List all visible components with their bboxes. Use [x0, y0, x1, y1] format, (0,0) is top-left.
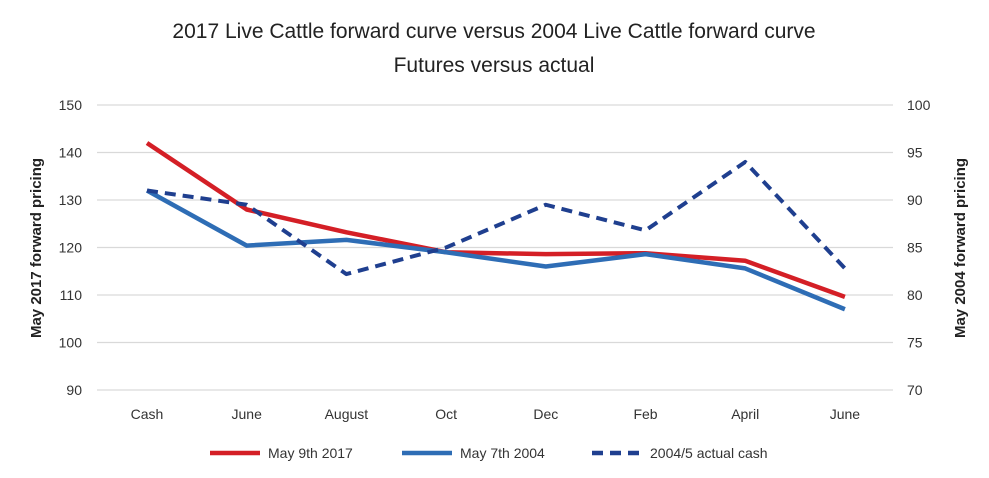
x-tick-label: April: [731, 406, 759, 422]
gridlines: [97, 104, 893, 391]
left-tick-label: 150: [59, 97, 83, 113]
right-tick-label: 85: [907, 240, 923, 256]
chart-title: 2017 Live Cattle forward curve versus 20…: [172, 20, 815, 43]
x-axis-ticks: Cash June August Oct Dec Feb April June: [131, 406, 861, 422]
x-tick-label: Feb: [633, 406, 657, 422]
right-axis-ticks: 70 75 80 85 90 95 100: [907, 97, 931, 398]
left-tick-label: 130: [59, 192, 83, 208]
x-tick-label: August: [325, 406, 369, 422]
x-tick-label: Cash: [131, 406, 164, 422]
left-tick-label: 90: [66, 382, 82, 398]
left-axis-label: May 2017 forward pricing: [28, 158, 45, 338]
series-lines: [145, 141, 847, 312]
legend-label: 2004/5 actual cash: [650, 445, 768, 461]
series-line: [145, 188, 846, 312]
right-tick-label: 100: [907, 97, 931, 113]
chart-subtitle: Futures versus actual: [394, 54, 595, 77]
legend: May 9th 2017 May 7th 2004 2004/5 actual ca…: [210, 445, 768, 461]
left-tick-label: 120: [59, 240, 83, 256]
right-tick-label: 95: [907, 145, 923, 161]
left-tick-label: 100: [59, 335, 83, 351]
x-tick-label: Oct: [435, 406, 457, 422]
legend-label: May 7th 2004: [460, 445, 545, 461]
x-tick-label: June: [830, 406, 861, 422]
right-axis-label: May 2004 forward pricing: [952, 158, 969, 338]
right-tick-label: 90: [907, 192, 923, 208]
left-tick-label: 110: [60, 287, 83, 303]
x-tick-label: Dec: [533, 406, 558, 422]
right-tick-label: 70: [907, 382, 923, 398]
series-line: [145, 141, 846, 300]
left-tick-label: 140: [59, 145, 83, 161]
right-tick-label: 80: [907, 287, 923, 303]
series-line: [146, 160, 847, 277]
legend-label: May 9th 2017: [268, 445, 353, 461]
x-tick-label: June: [232, 406, 263, 422]
left-axis-ticks: 90 100 110 120 130 140 150: [59, 97, 83, 398]
right-tick-label: 75: [907, 335, 923, 351]
